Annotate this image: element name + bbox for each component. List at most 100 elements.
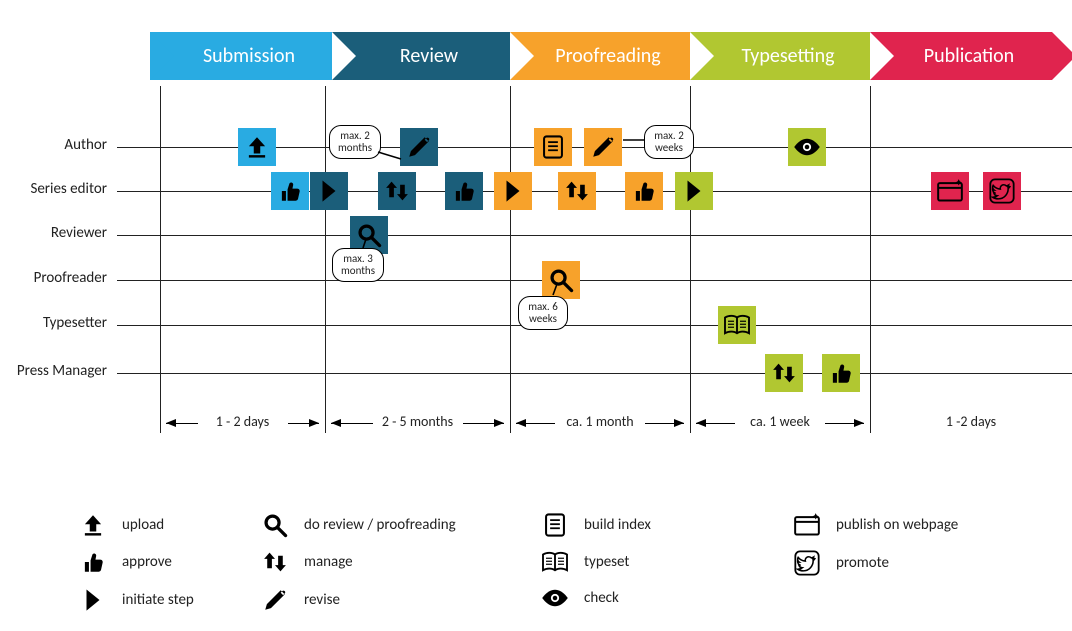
- callout: max. 3months: [332, 248, 384, 282]
- legend-label: promote: [836, 554, 889, 572]
- action-promote: [983, 172, 1021, 210]
- stage-divider: [160, 86, 161, 433]
- publish-icon: [792, 512, 822, 538]
- upload-icon: [78, 512, 108, 538]
- action-approve: [625, 172, 663, 210]
- legend-initiate: initiate step: [78, 587, 194, 613]
- stage-divider: [870, 86, 871, 433]
- action-index: [534, 128, 572, 166]
- role-label-typesetter: Typesetter: [0, 314, 115, 332]
- promote-icon: [792, 549, 822, 577]
- role-label-reviewer: Reviewer: [0, 224, 115, 242]
- action-manage: [378, 172, 416, 210]
- stage-label: Review: [384, 44, 458, 68]
- action-upload: [238, 128, 276, 166]
- action-approve: [822, 354, 860, 392]
- manage-icon: [260, 549, 290, 575]
- role-line: [117, 235, 1072, 236]
- callout: max. 2months: [329, 125, 381, 159]
- revise-icon: [406, 134, 432, 160]
- legend-label: initiate step: [122, 591, 194, 609]
- legend-index: build index: [540, 512, 651, 538]
- stage-divider: [510, 86, 511, 433]
- legend-manage: manage: [260, 549, 353, 575]
- action-typeset: [718, 306, 756, 344]
- duration-label: ca. 1 week: [735, 413, 825, 430]
- promote-icon: [988, 177, 1016, 205]
- legend-publish: publish on webpage: [792, 512, 958, 538]
- action-manage: [558, 172, 596, 210]
- callout: max. 2weeks: [644, 125, 694, 159]
- revise-icon: [260, 587, 290, 613]
- action-initiate: [675, 172, 713, 210]
- legend-label: publish on webpage: [836, 516, 958, 534]
- approve-icon: [828, 360, 854, 386]
- legend-revise: revise: [260, 587, 340, 613]
- action-check: [788, 128, 826, 166]
- review-icon: [260, 512, 290, 538]
- initiate-icon: [318, 178, 340, 204]
- approve-icon: [631, 178, 657, 204]
- legend-promote: promote: [792, 549, 889, 577]
- role-label-series-editor: Series editor: [0, 180, 115, 198]
- role-label-press-manager: Press Manager: [0, 362, 115, 380]
- action-revise: [400, 128, 438, 166]
- role-label-author: Author: [0, 136, 115, 154]
- typeset-icon: [722, 312, 752, 338]
- legend-label: upload: [122, 516, 164, 534]
- stage-proofreading: Proofreading: [510, 32, 690, 80]
- stage-label: Publication: [908, 44, 1014, 68]
- legend-label: build index: [584, 516, 651, 534]
- approve-icon: [277, 178, 303, 204]
- review-icon: [548, 267, 574, 293]
- role-line: [117, 373, 1072, 374]
- legend-label: do review / proofreading: [304, 516, 456, 534]
- publish-icon: [935, 178, 965, 204]
- action-review: [542, 261, 580, 299]
- role-label-proofreader: Proofreader: [0, 269, 115, 287]
- action-approve: [445, 172, 483, 210]
- legend-label: manage: [304, 553, 353, 571]
- action-initiate: [494, 172, 532, 210]
- check-icon: [540, 587, 570, 609]
- legend-upload: upload: [78, 512, 164, 538]
- action-initiate: [310, 172, 348, 210]
- manage-icon: [770, 360, 798, 386]
- stage-review: Review: [332, 32, 510, 80]
- action-publish: [931, 172, 969, 210]
- review-icon: [356, 222, 382, 248]
- legend-label: revise: [304, 591, 340, 609]
- initiate-icon: [683, 178, 705, 204]
- legend-typeset: typeset: [540, 549, 629, 575]
- stage-label: Submission: [187, 44, 295, 68]
- duration-label: 1 -2 days: [926, 413, 1016, 430]
- duration-label: 2 - 5 months: [373, 413, 463, 430]
- stage-divider: [325, 86, 326, 433]
- legend-approve: approve: [78, 549, 172, 575]
- upload-icon: [244, 134, 270, 160]
- stage-typesetting: Typesetting: [690, 32, 870, 80]
- initiate-icon: [502, 178, 524, 204]
- legend-check: check: [540, 587, 619, 609]
- legend-label: check: [584, 589, 619, 607]
- role-line: [117, 325, 1072, 326]
- typeset-icon: [540, 549, 570, 575]
- stage-publication: Publication: [870, 32, 1052, 80]
- stage-submission: Submission: [150, 32, 332, 80]
- duration-label: 1 - 2 days: [198, 413, 288, 430]
- action-revise: [584, 128, 622, 166]
- manage-icon: [383, 178, 411, 204]
- duration-label: ca. 1 month: [555, 413, 645, 430]
- legend-label: approve: [122, 553, 172, 571]
- manage-icon: [563, 178, 591, 204]
- approve-icon: [78, 549, 108, 575]
- index-icon: [540, 512, 570, 538]
- callout: max. 6weeks: [518, 296, 568, 330]
- role-line: [117, 280, 1072, 281]
- action-approve: [271, 172, 309, 210]
- index-icon: [540, 134, 566, 160]
- approve-icon: [451, 178, 477, 204]
- legend-review: do review / proofreading: [260, 512, 456, 538]
- stage-label: Proofreading: [539, 44, 660, 68]
- initiate-icon: [78, 587, 108, 613]
